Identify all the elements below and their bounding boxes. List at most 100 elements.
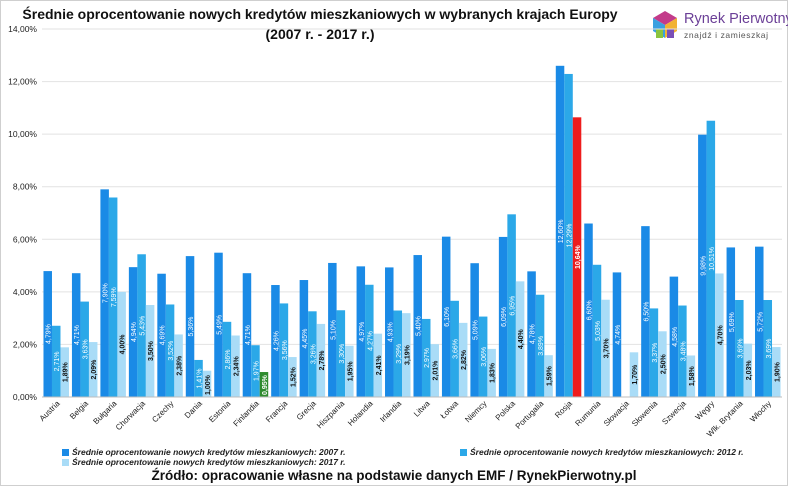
- bar-2017: [88, 342, 98, 397]
- bar-2007: [356, 266, 366, 397]
- bar-2012: [308, 311, 317, 397]
- bar-2007: [128, 267, 138, 397]
- bar-2012: [564, 73, 573, 397]
- bar-2017: [629, 352, 639, 397]
- x-category-label: Łotwa: [439, 399, 461, 421]
- bar-2007: [755, 246, 764, 397]
- bar-2012: [735, 300, 744, 397]
- x-category-label: Rumunia: [573, 399, 602, 428]
- bar-2012: [649, 308, 659, 397]
- data-label: 3,26%: [310, 344, 317, 364]
- data-label: 2,01%: [433, 360, 440, 381]
- data-label: 2,86%: [225, 349, 232, 369]
- data-label: 4,79%: [46, 324, 53, 344]
- data-label: 2,03%: [746, 360, 753, 381]
- data-label: 3,37%: [652, 343, 659, 363]
- data-label: 3,30%: [339, 344, 346, 364]
- bar-2012: [194, 359, 203, 397]
- bar-2017: [202, 370, 212, 397]
- logo-tagline: znajdź i zamieszkaj: [684, 30, 769, 40]
- data-label: 10,64%: [575, 245, 582, 270]
- data-label: 12,60%: [558, 220, 565, 244]
- bar-2012: [507, 214, 516, 397]
- legend-item-2012: Średnie oprocentowanie nowych kredytów m…: [460, 447, 744, 457]
- data-label: 7,90%: [103, 283, 110, 303]
- bar-2007: [612, 272, 622, 397]
- bar-2017: [373, 333, 383, 397]
- bar-2017: [430, 344, 439, 397]
- bar-2007: [470, 263, 479, 397]
- bar-2017: [458, 322, 468, 397]
- x-category-label: Chorwacja: [114, 399, 147, 432]
- bar-2007: [527, 271, 536, 397]
- x-category-label: Estonia: [207, 399, 233, 425]
- bar-2017: [231, 335, 240, 397]
- y-tick-label: 8,00%: [13, 182, 38, 192]
- bar-2012: [137, 254, 146, 397]
- data-label: 7,59%: [111, 287, 118, 307]
- legend-swatch-2017: [62, 458, 69, 466]
- bar-2007: [299, 280, 309, 397]
- data-label: 4,58%: [672, 327, 679, 347]
- data-label: 5,69%: [729, 312, 736, 332]
- x-category-label: Holandia: [346, 399, 375, 428]
- bar-2012: [450, 300, 459, 397]
- chart-title: Średnie oprocentowanie nowych kredytów m…: [22, 6, 618, 22]
- data-label: 3,70%: [604, 338, 611, 359]
- bar-2012: [279, 303, 289, 397]
- bar-2017: [658, 331, 667, 397]
- x-category-label: Bułgaria: [91, 399, 119, 427]
- x-category-label: Francja: [264, 399, 290, 425]
- y-tick-label: 12,00%: [8, 77, 37, 87]
- x-category-label: Finlandia: [232, 399, 262, 429]
- x-category-label: Węgry: [694, 399, 717, 422]
- bar-2017: [487, 348, 496, 397]
- x-category-label: Austria: [38, 399, 62, 423]
- bar-2017: [544, 355, 553, 397]
- y-tick-label: 0,00%: [13, 392, 38, 402]
- source-note: Źródło: opracowanie własne na podstawie …: [151, 468, 637, 483]
- data-label: 4,69%: [160, 325, 167, 345]
- bar-2017: [772, 347, 781, 397]
- data-label: 5,49%: [217, 315, 224, 335]
- bar-2012: [706, 120, 716, 397]
- legend-swatch-2012: [460, 448, 467, 456]
- brand-logo[interactable]: Rynek Pierwotny znajdź i zamieszkaj: [650, 10, 788, 50]
- data-label: 3,06%: [481, 347, 488, 367]
- data-label: 1,97%: [253, 361, 260, 381]
- data-label: 9,98%: [700, 256, 707, 276]
- data-label: 6,10%: [444, 307, 451, 327]
- x-category-label: Litwa: [412, 399, 432, 419]
- data-label: 4,93%: [387, 322, 394, 342]
- data-label: 3,63%: [83, 339, 90, 359]
- bar-2017: [60, 347, 69, 397]
- data-label: 10,51%: [709, 247, 716, 271]
- bar-2007: [584, 223, 593, 397]
- data-label: 3,69%: [737, 339, 744, 359]
- y-tick-label: 14,00%: [8, 24, 37, 34]
- bar-2007: [214, 252, 223, 397]
- bar-2007: [441, 236, 451, 397]
- data-label: 3,69%: [766, 339, 773, 359]
- data-label: 1,41%: [197, 369, 204, 389]
- data-label: 5,40%: [416, 316, 423, 336]
- data-label: 1,95%: [347, 361, 354, 382]
- legend-label-2007: Średnie oprocentowanie nowych kredytów m…: [72, 447, 346, 457]
- bar-2017: [174, 334, 183, 397]
- data-label: 3,89%: [538, 336, 545, 356]
- bar-2007: [242, 273, 252, 397]
- data-label: 2,78%: [319, 350, 326, 371]
- bar-2012: [592, 264, 602, 397]
- data-label: 3,52%: [168, 341, 175, 361]
- data-label: 2,50%: [660, 353, 667, 374]
- data-label: 4,40%: [518, 328, 525, 349]
- data-label: 3,48%: [680, 341, 687, 361]
- bars-layer: [43, 65, 781, 398]
- bar-2012: [421, 318, 431, 397]
- bar-2007: [385, 267, 394, 397]
- bar-2007: [413, 255, 422, 397]
- x-category-label: Belgia: [68, 399, 90, 421]
- bar-2017: [601, 299, 610, 397]
- data-label: 4,26%: [273, 331, 280, 351]
